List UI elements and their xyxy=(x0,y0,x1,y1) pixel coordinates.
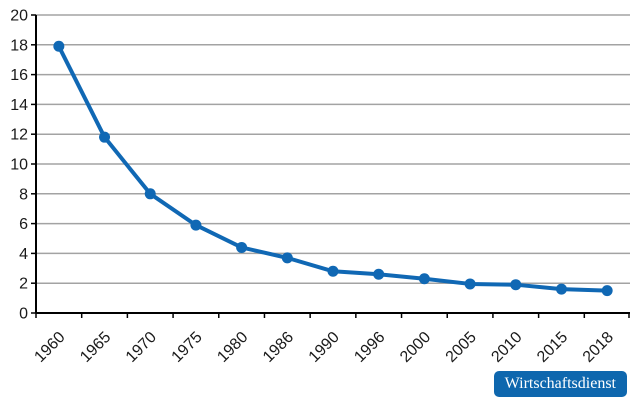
data-point xyxy=(327,265,339,277)
data-point xyxy=(190,219,202,231)
x-tick-label: 1980 xyxy=(214,329,251,366)
y-tick-label: 6 xyxy=(19,216,28,233)
source-badge-label: Wirtschaftsdienst xyxy=(504,375,616,392)
x-tick-label: 2018 xyxy=(580,329,617,366)
y-tick-label: 16 xyxy=(10,67,28,84)
data-point xyxy=(53,40,65,52)
y-tick-label: 0 xyxy=(19,306,28,323)
source-badge: Wirtschaftsdienst xyxy=(493,371,627,397)
x-tick-label: 1965 xyxy=(77,329,114,366)
x-tick-label: 2010 xyxy=(488,329,525,366)
x-tick-label: 1975 xyxy=(169,329,206,366)
data-point xyxy=(144,188,156,200)
y-tick-label: 14 xyxy=(10,97,28,114)
x-tick-label: 1970 xyxy=(123,329,160,366)
data-point xyxy=(236,241,248,253)
y-tick-label: 8 xyxy=(19,186,28,203)
x-tick-label: 1960 xyxy=(31,329,68,366)
y-tick-label: 4 xyxy=(19,246,28,263)
data-point xyxy=(418,273,430,285)
x-tick-label: 2005 xyxy=(443,329,480,366)
data-point xyxy=(99,131,111,143)
y-tick-label: 18 xyxy=(10,37,28,54)
data-point xyxy=(373,268,385,280)
data-point xyxy=(601,285,613,297)
y-tick-label: 10 xyxy=(10,157,28,174)
x-tick-label: 2015 xyxy=(534,329,571,366)
y-tick-label: 12 xyxy=(10,127,28,144)
data-point xyxy=(281,252,293,264)
x-tick-label: 1986 xyxy=(260,329,297,366)
data-point xyxy=(555,283,567,295)
x-tick-label: 1996 xyxy=(351,329,388,366)
data-point xyxy=(510,279,522,291)
x-tick-label: 2000 xyxy=(397,329,434,366)
y-tick-label: 20 xyxy=(10,8,28,25)
data-point xyxy=(464,278,476,290)
x-tick-label: 1990 xyxy=(306,329,343,366)
y-tick-label: 2 xyxy=(19,276,28,293)
